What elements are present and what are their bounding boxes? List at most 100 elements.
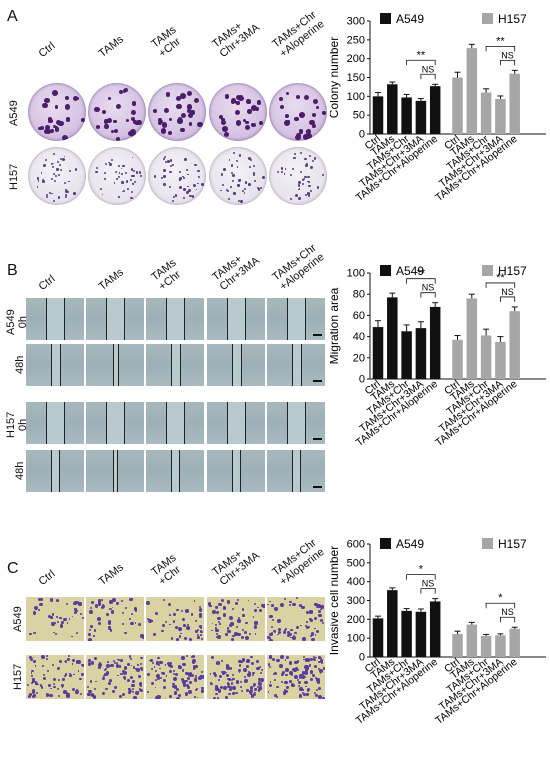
column-label: TAMs+Chr +Aloperine bbox=[270, 242, 327, 293]
ns-label: NS bbox=[501, 607, 514, 617]
column-label: Ctrl bbox=[36, 40, 58, 60]
bar bbox=[415, 328, 427, 379]
bar bbox=[495, 635, 506, 657]
scale-bar bbox=[313, 334, 322, 336]
column-label: TAMs+ Chr+3MA bbox=[210, 19, 262, 60]
y-tick-label: 400 bbox=[347, 576, 365, 588]
y-tick-label: 0 bbox=[359, 374, 365, 386]
colony-dish bbox=[88, 83, 146, 141]
bar bbox=[387, 84, 398, 134]
colony-dish bbox=[269, 83, 327, 141]
ns-label: NS bbox=[422, 579, 435, 589]
wound-image bbox=[86, 298, 144, 340]
wound-image bbox=[146, 298, 204, 340]
legend-swatch bbox=[482, 13, 493, 24]
legend-label: H157 bbox=[498, 264, 527, 278]
legend-swatch bbox=[380, 13, 391, 24]
colony-dish bbox=[209, 147, 267, 205]
row-label: H157 bbox=[12, 663, 24, 690]
column-label: TAMs bbox=[96, 561, 126, 588]
y-tick-label: 100 bbox=[347, 91, 365, 103]
bar bbox=[466, 624, 478, 657]
panel-letter-a: A bbox=[7, 8, 18, 25]
bar bbox=[466, 298, 478, 379]
row-label: A549 bbox=[12, 606, 24, 632]
bar bbox=[452, 634, 463, 657]
invasion-image bbox=[146, 655, 204, 699]
wound-image bbox=[146, 402, 204, 444]
legend-label: A549 bbox=[396, 537, 424, 551]
bar bbox=[372, 96, 384, 134]
bar bbox=[387, 590, 398, 657]
y-tick-label: 200 bbox=[347, 614, 365, 626]
significance-bracket bbox=[406, 278, 436, 284]
invasion-image bbox=[207, 597, 265, 641]
bar bbox=[429, 601, 441, 657]
ns-label: NS bbox=[422, 64, 435, 74]
wound-image bbox=[86, 450, 144, 492]
y-tick-label: 50 bbox=[353, 110, 365, 122]
y-tick-label: 0 bbox=[359, 652, 365, 664]
significance-bracket bbox=[485, 282, 516, 288]
legend-label: A549 bbox=[396, 12, 424, 26]
column-label: TAMs bbox=[96, 266, 126, 293]
y-tick-label: 300 bbox=[347, 16, 365, 28]
significance-bracket bbox=[406, 574, 436, 580]
invasive-cell-chart: 0 100 200 300 400 500 600 Invasive cell number A… bbox=[330, 537, 546, 727]
bar bbox=[429, 86, 441, 134]
legend-swatch bbox=[380, 265, 391, 276]
bar bbox=[495, 98, 506, 134]
bar bbox=[401, 610, 412, 657]
wound-image bbox=[207, 450, 265, 492]
bar bbox=[415, 100, 427, 134]
bar bbox=[466, 48, 478, 135]
column-label: TAMs+ Chr+3MA bbox=[210, 547, 262, 588]
y-tick-label: 500 bbox=[347, 557, 365, 569]
ns-bracket bbox=[420, 588, 436, 594]
colony-dish bbox=[148, 147, 206, 205]
colony-dish bbox=[148, 83, 206, 141]
column-label: TAMs bbox=[96, 33, 126, 60]
ns-label: NS bbox=[422, 283, 435, 293]
row-label: H157 0h bbox=[5, 411, 29, 438]
y-tick-label: 0 bbox=[359, 129, 365, 141]
y-axis-label: Migration area bbox=[330, 287, 341, 364]
y-axis-label: Invasive cell number bbox=[330, 546, 341, 655]
significance-bracket bbox=[485, 45, 516, 52]
wound-image bbox=[207, 402, 265, 444]
y-axis-label: Colony number bbox=[330, 37, 341, 118]
bar bbox=[452, 77, 463, 134]
row-label: A549 0h bbox=[5, 309, 29, 335]
colony-dish bbox=[28, 147, 86, 205]
bar bbox=[480, 635, 492, 657]
wound-image bbox=[267, 402, 325, 444]
y-tick-label: 20 bbox=[353, 352, 365, 364]
scale-bar bbox=[313, 486, 322, 488]
column-label: TAMs +Chr bbox=[149, 256, 184, 293]
invasion-image bbox=[26, 655, 84, 699]
significance-label: ** bbox=[496, 35, 505, 47]
wound-image bbox=[207, 344, 265, 386]
bar bbox=[372, 618, 384, 657]
wound-image bbox=[26, 450, 84, 492]
wound-image bbox=[26, 402, 84, 444]
legend-label: H157 bbox=[498, 537, 527, 551]
row-label: 48h bbox=[14, 461, 26, 480]
wound-image bbox=[26, 344, 84, 386]
significance-label: * bbox=[419, 564, 424, 576]
invasion-image bbox=[26, 597, 84, 641]
bar bbox=[429, 306, 441, 379]
y-tick-label: 250 bbox=[347, 34, 365, 46]
wound-image bbox=[267, 298, 325, 340]
column-label: TAMs+Chr +Aloperine bbox=[270, 537, 327, 588]
colony-dish bbox=[269, 147, 327, 205]
wound-image bbox=[207, 298, 265, 340]
wound-image bbox=[86, 402, 144, 444]
ns-bracket bbox=[420, 292, 436, 298]
ns-label: NS bbox=[501, 50, 514, 60]
column-label: TAMs+Chr +Aloperine bbox=[270, 9, 327, 60]
wound-image bbox=[26, 298, 84, 340]
legend-label: H157 bbox=[498, 12, 527, 26]
y-tick-label: 80 bbox=[353, 289, 365, 301]
bar bbox=[401, 331, 412, 379]
